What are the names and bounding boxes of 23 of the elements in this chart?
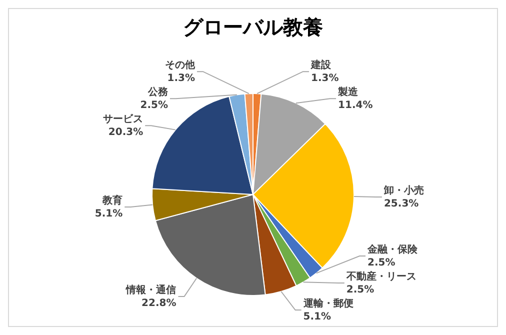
data-label: 20.3% <box>108 127 144 138</box>
slice-label: 建設 <box>310 59 332 72</box>
data-label: 5.1% <box>303 312 332 323</box>
data-label: 2.5% <box>346 284 374 296</box>
data-label: 25.3% <box>384 198 419 210</box>
chart-title: グローバル教養 <box>183 15 323 40</box>
slice-label: その他 <box>164 59 196 72</box>
data-label: 22.8% <box>142 298 176 310</box>
data-label: 1.3% <box>311 73 339 84</box>
slice-label: 運輸・郵便 <box>302 298 354 310</box>
slice-label: 金融・保険 <box>366 244 419 256</box>
slice-label: 製造 <box>337 86 360 98</box>
data-label: 2.5% <box>140 100 168 112</box>
data-label: 5.1% <box>94 208 123 220</box>
slice-label: サービス <box>103 113 144 126</box>
data-label: 11.4% <box>338 100 373 112</box>
slice-label: 卸・小売 <box>382 184 424 197</box>
data-label: 2.5% <box>368 258 396 269</box>
slice-label: 教育 <box>102 194 123 207</box>
slice-label: 不動産・リース <box>345 270 416 283</box>
data-label: 1.3% <box>167 73 195 84</box>
slice-label: 情報・通信 <box>125 284 176 296</box>
slice-label: 公務 <box>146 86 169 98</box>
